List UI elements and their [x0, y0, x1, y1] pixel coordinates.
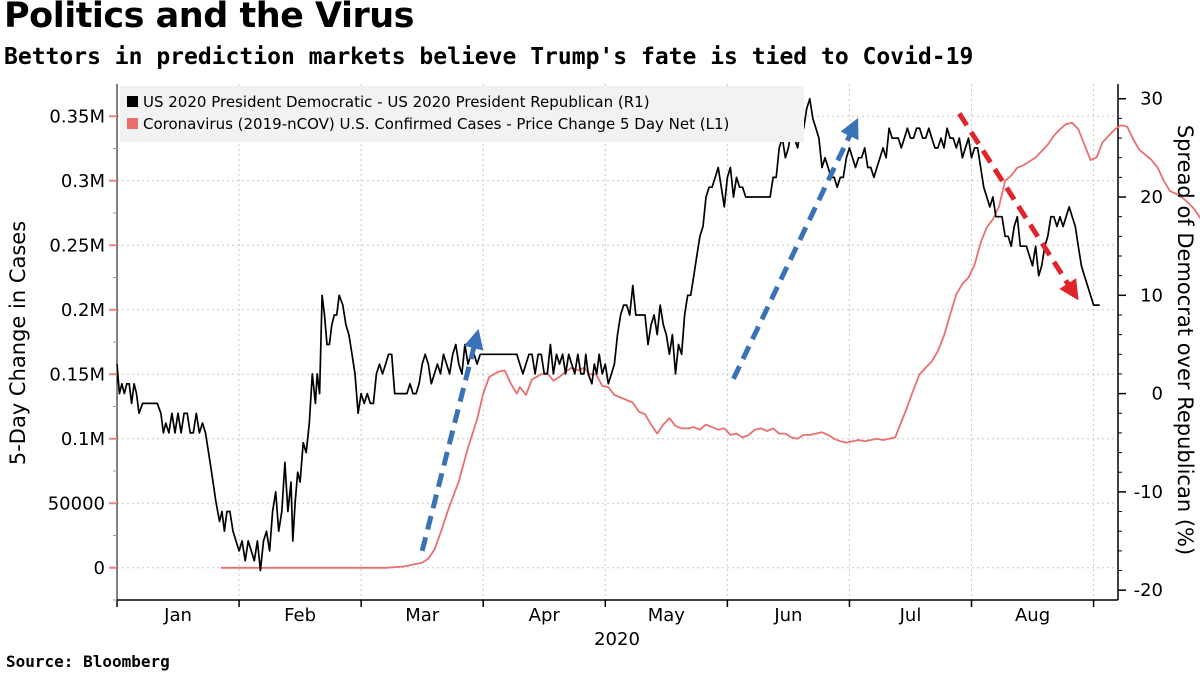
right-y-axis: -20 -10 0 10 20 30 [1118, 89, 1163, 601]
left-y-tick-label: 0.35M [49, 106, 105, 127]
left-axis-title: 5-Day Change in Cases [6, 221, 30, 465]
right-y-tick-label: 20 [1140, 187, 1163, 208]
blue-trend-arrow [731, 117, 859, 380]
x-tick-label: Jan [163, 605, 192, 626]
trend-arrows [419, 112, 1079, 552]
left-y-tick-label: 0.2M [61, 300, 105, 321]
left-y-axis: 0 50000 0.1M 0.15M 0.2M 0.25M 0.3M 0.35M [48, 106, 117, 601]
legend-swatch-black [127, 96, 138, 107]
x-tick-label: May [648, 605, 686, 626]
x-axis: Jan Feb Mar Apr May Jun Jul Aug [116, 600, 1095, 626]
left-y-tick-label: 0.3M [61, 171, 105, 192]
right-y-tick-label: -10 [1134, 482, 1163, 503]
x-tick-label: Feb [284, 605, 316, 626]
legend-background [120, 86, 804, 142]
x-tick-label: Jul [899, 605, 922, 626]
right-axis-title: Spread of Democrat over Republican (%) [1173, 125, 1197, 555]
red-trend-arrow [957, 112, 1079, 301]
x-axis-year-label: 2020 [594, 629, 640, 650]
right-y-tick-label: 10 [1140, 285, 1163, 306]
legend-label-spread: US 2020 President Democratic - US 2020 P… [143, 93, 650, 111]
x-tick-label: Mar [405, 605, 440, 626]
series-line-cases [220, 121, 1200, 569]
left-y-tick-label: 50000 [48, 493, 105, 514]
x-tick-label: Apr [529, 605, 561, 626]
series-lines [116, 97, 1200, 572]
blue-trend-arrow [419, 328, 484, 552]
x-tick-label: Jun [773, 605, 802, 626]
legend-label-cases: Coronavirus (2019-nCOV) U.S. Confirmed C… [143, 115, 729, 133]
chart-title: Politics and the Virus [4, 0, 415, 36]
chart-subtitle: Bettors in prediction markets believe Tr… [4, 44, 974, 70]
legend: US 2020 President Democratic - US 2020 P… [120, 86, 804, 142]
source-note: Source: Bloomberg [6, 652, 170, 671]
left-y-tick-label: 0 [94, 558, 105, 579]
right-y-tick-label: 0 [1152, 384, 1163, 405]
left-y-tick-label: 0.1M [61, 429, 105, 450]
right-y-tick-label: -20 [1134, 580, 1163, 601]
legend-swatch-red [127, 118, 138, 129]
left-y-tick-label: 0.25M [49, 235, 105, 256]
left-y-tick-label: 0.15M [49, 364, 105, 385]
series-line-spread [116, 97, 1100, 572]
x-tick-label: Aug [1015, 605, 1050, 626]
right-y-tick-label: 30 [1140, 89, 1163, 110]
